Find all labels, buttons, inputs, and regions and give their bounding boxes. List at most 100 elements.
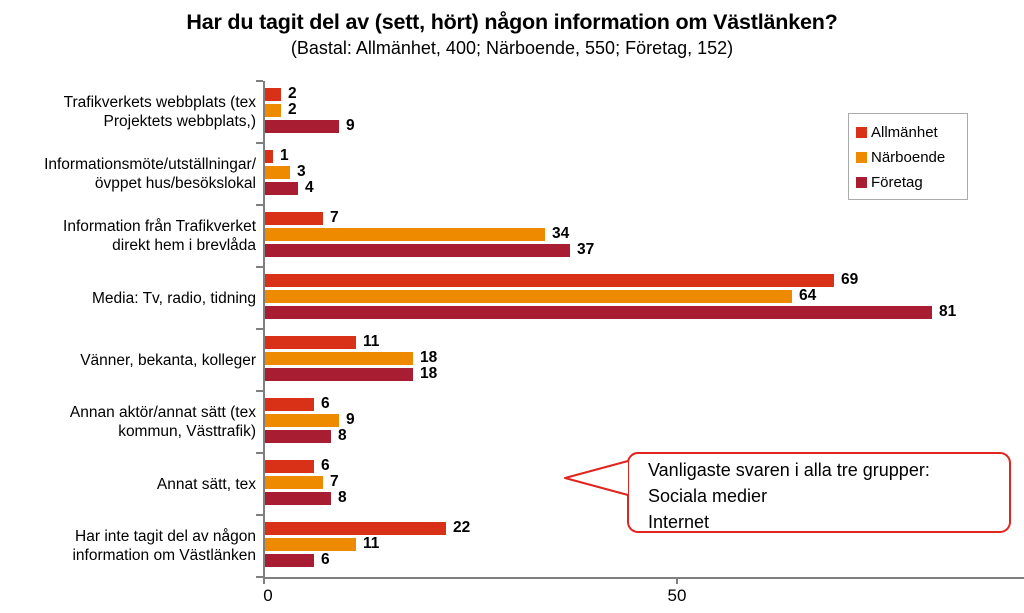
value-label: 3 [297,163,306,180]
bar-allmanhet: 22 [265,520,470,535]
bar-allmanhet: 11 [265,334,379,349]
bar-foretag: 37 [265,242,594,257]
bar-allmanhet: 2 [265,86,297,101]
y-axis-tick [256,142,263,144]
bar-group: 11 18 18 [265,334,437,384]
chart-title: Har du tagit del av (sett, hört) någon i… [186,10,838,34]
category-label: Informationsmöte/utställningar/ övppet h… [44,156,256,192]
value-label: 18 [420,365,438,382]
value-label: 6 [321,395,330,412]
category-row: Media: Tv, radio, tidning 69 64 81 [0,267,1024,329]
value-label: 6 [321,551,330,568]
x-tick-0 [263,577,265,584]
legend-item-narboende: Närboende [856,145,961,170]
allmanhet-swatch-icon [856,127,867,138]
bar-foretag: 9 [265,118,355,133]
value-label: 2 [288,85,297,102]
value-label: 11 [363,333,380,350]
value-label: 7 [330,209,339,226]
y-axis-tick [256,390,263,392]
legend-item-foretag: Företag [856,170,961,195]
y-axis-tick [256,80,263,82]
x-axis-line [263,577,1024,579]
legend-label: Närboende [871,149,946,166]
callout-pointer [564,460,629,496]
value-label: 81 [939,303,957,320]
category-label: Annan aktör/annat sätt (tex kommun, Väst… [69,404,256,440]
x-tick-50 [676,577,678,584]
bar-narboende: 11 [265,536,379,551]
bar-foretag: 4 [265,180,314,195]
y-axis-tick [256,266,263,268]
value-label: 2 [288,101,297,118]
bar-allmanhet: 7 [265,210,339,225]
value-label: 7 [330,473,339,490]
y-axis-line [263,81,265,578]
value-label: 6 [321,457,330,474]
bar-narboende: 18 [265,350,437,365]
legend-label: Allmänhet [871,124,938,141]
foretag-swatch-icon [856,177,867,188]
bar-narboende: 64 [265,288,816,303]
bar-foretag: 8 [265,428,347,443]
callout-bubble: Vanligaste svaren i alla tre grupper: So… [627,452,1011,533]
bar-allmanhet: 6 [265,396,330,411]
value-label: 4 [305,179,314,196]
bar-foretag: 8 [265,490,347,505]
category-row: Annan aktör/annat sätt (tex kommun, Väst… [0,391,1024,453]
bar-group: 22 11 6 [265,520,470,570]
value-label: 8 [338,489,347,506]
category-label: Har inte tagit del av någon information … [72,528,256,564]
bar-narboende: 9 [265,412,355,427]
category-label: Trafikverkets webbplats (tex Projektets … [63,94,256,130]
legend-item-allmanhet: Allmänhet [856,120,961,145]
bar-narboende: 7 [265,474,339,489]
category-label: Annat sätt, tex [156,475,256,493]
value-label: 8 [338,427,347,444]
bar-allmanhet: 6 [265,458,330,473]
category-row: Har inte tagit del av någon information … [0,515,1024,577]
y-axis-tick [256,452,263,454]
callout-line: Vanligaste svaren i alla tre grupper: [648,460,930,480]
y-axis-tick [256,576,263,578]
y-axis-tick [256,204,263,206]
bar-narboende: 2 [265,102,297,117]
category-row: Vänner, bekanta, kolleger 11 18 18 [0,329,1024,391]
value-label: 64 [799,287,817,304]
chart-subtitle: (Bastal: Allmänhet, 400; Närboende, 550;… [290,38,734,58]
bar-allmanhet: 69 [265,272,858,287]
x-tick-label-50: 50 [667,586,687,605]
bar-allmanhet: 1 [265,148,289,163]
category-row: Trafikverkets webbplats (tex Projektets … [0,81,1024,143]
category-label: Media: Tv, radio, tidning [92,289,256,307]
bar-narboende: 34 [265,226,569,241]
value-label: 9 [346,411,355,428]
bar-foretag: 81 [265,304,956,319]
bar-narboende: 3 [265,164,306,179]
value-label: 22 [453,519,471,536]
legend-label: Företag [871,174,923,191]
bar-group: 69 64 81 [265,272,956,322]
value-label: 11 [363,535,380,552]
bar-group: 7 34 37 [265,210,594,260]
value-label: 69 [841,271,859,288]
value-label: 1 [280,147,289,164]
category-label: Information från Trafikverket direkt hem… [63,218,256,254]
callout-line: Internet [648,512,710,532]
value-label: 9 [346,117,355,134]
category-row: Information från Trafikverket direkt hem… [0,205,1024,267]
narboende-swatch-icon [856,152,867,163]
value-label: 34 [552,225,570,242]
callout-line: Sociala medier [648,486,768,506]
bar-foretag: 6 [265,552,330,567]
category-label: Vänner, bekanta, kolleger [80,351,256,369]
bar-foretag: 18 [265,366,437,381]
legend: Allmänhet Närboende Företag [848,113,968,200]
category-row: Informationsmöte/utställningar/ övppet h… [0,143,1024,205]
value-label: 37 [577,241,595,258]
category-row: Annat sätt, tex 6 7 8 [0,453,1024,515]
value-label: 18 [420,349,438,366]
